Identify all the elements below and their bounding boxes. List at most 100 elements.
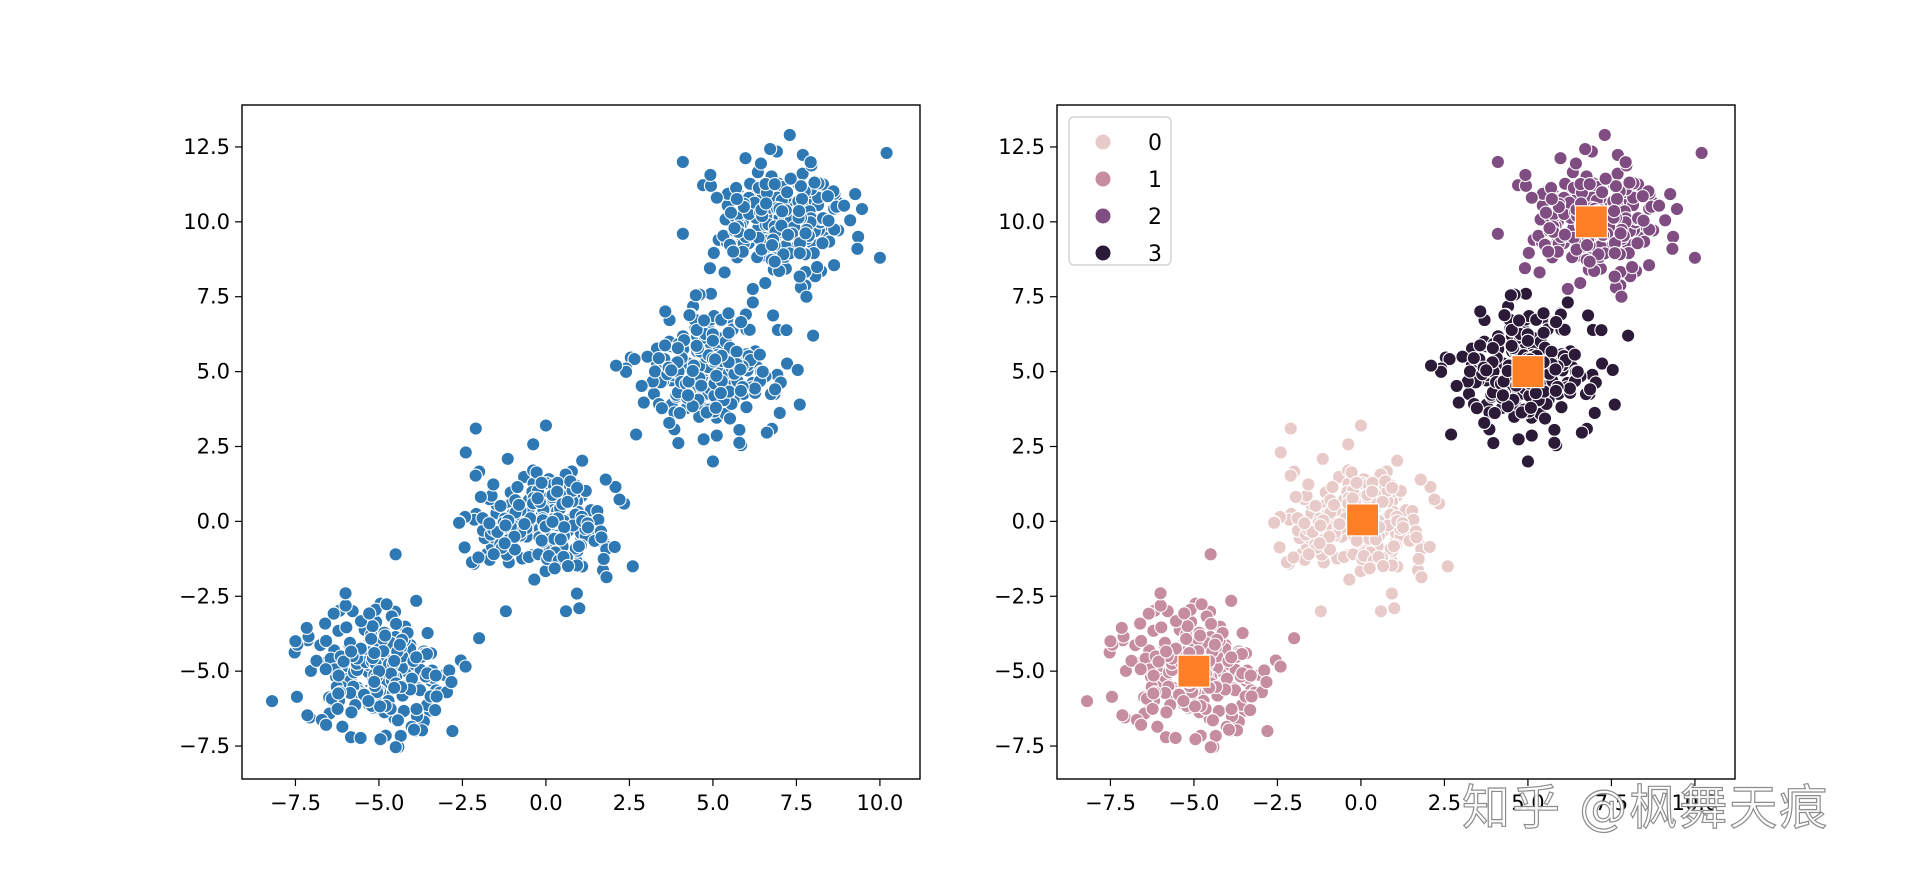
scatter-point (406, 722, 422, 737)
scatter-point (510, 479, 525, 495)
scatter-point-series-1 (1133, 662, 1148, 677)
scatter-point-series-0 (1325, 479, 1340, 495)
scatter-point-series-2 (1490, 154, 1506, 170)
scatter-point (805, 328, 821, 343)
scatter-point-series-3 (1473, 304, 1488, 319)
scatter-point-series-2 (1669, 201, 1685, 217)
scatter-point-series-3 (1547, 435, 1562, 450)
y-tick-label: 2.5 (197, 434, 230, 458)
scatter-point (717, 265, 732, 280)
x-tick-label: 10.0 (1672, 791, 1719, 815)
scatter-point-series-3 (1574, 425, 1590, 440)
scatter-point (628, 427, 644, 442)
scatter-point-series-3 (1504, 338, 1519, 353)
y-tick-label: 10.0 (183, 210, 230, 234)
scatter-point (662, 415, 677, 431)
scatter-point-series-2 (1568, 156, 1584, 171)
y-tick-label: 7.5 (1012, 285, 1045, 309)
scatter-point (390, 713, 406, 728)
scatter-point-series-3 (1537, 411, 1553, 426)
scatter-point-series-1 (1235, 625, 1250, 641)
x-tick-label: 5.0 (1511, 791, 1544, 815)
scatter-point-series-1 (1133, 717, 1149, 732)
scatter-point-series-0 (1345, 491, 1360, 506)
scatter-point (264, 693, 280, 709)
scatter-point-series-2 (1618, 155, 1633, 170)
legend-marker (1094, 207, 1112, 225)
scatter-point (343, 644, 359, 659)
legend-label: 1 (1148, 168, 1162, 193)
scatter-point (428, 702, 443, 718)
scatter-point-series-2 (1606, 203, 1622, 219)
scatter-point-series-2 (1607, 245, 1622, 261)
scatter-point (336, 654, 351, 669)
scatter-point-series-3 (1567, 347, 1582, 362)
scatter-point (790, 362, 805, 378)
x-tick-label: −7.5 (1085, 791, 1136, 815)
scatter-point (318, 717, 334, 732)
x-tick-label: −5.0 (1168, 791, 1219, 815)
scatter-point (689, 322, 704, 338)
scatter-point (473, 489, 488, 505)
scatter-point-series-1 (1133, 633, 1149, 649)
x-tick-label: −7.5 (270, 791, 321, 815)
scatter-point (762, 141, 778, 157)
scatter-point (517, 516, 532, 532)
scatter-point (367, 674, 382, 689)
scatter-point-series-1 (1224, 701, 1239, 717)
scatter-point (377, 628, 393, 643)
scatter-point (726, 244, 741, 259)
scatter-point-series-2 (1538, 205, 1554, 220)
scatter-point (442, 663, 457, 678)
scatter-point-series-1 (1154, 620, 1169, 635)
x-tick-label: −2.5 (1252, 791, 1303, 815)
scatter-point-series-1 (1178, 631, 1194, 647)
scatter-point-series-2 (1544, 191, 1560, 207)
scatter-point (696, 432, 711, 447)
scatter-point-series-1 (1159, 705, 1174, 720)
scatter-point-series-3 (1472, 338, 1488, 353)
legend-marker (1094, 133, 1112, 151)
scatter-point (694, 378, 709, 393)
scatter-point (733, 362, 748, 377)
axes-frame (1056, 104, 1736, 780)
x-tick-label: 0.0 (529, 791, 562, 815)
scatter-point-series-0 (1384, 480, 1400, 495)
scatter-point (764, 237, 780, 253)
scatter-point-series-1 (1259, 674, 1274, 690)
scatter-point (445, 723, 460, 739)
scatter-point-series-1 (1188, 732, 1203, 747)
scatter-point (326, 606, 341, 621)
scatter-point-series-0 (1308, 498, 1323, 514)
scatter-point-series-0 (1286, 550, 1301, 565)
scatter-point (547, 561, 562, 576)
legend-box (1068, 116, 1172, 266)
scatter-point (738, 151, 753, 166)
scatter-point-series-0 (1273, 445, 1288, 460)
scatter-point (598, 472, 613, 487)
scatter-point-series-3 (1442, 351, 1457, 367)
scatter-point-series-3 (1423, 358, 1439, 373)
scatter-point (793, 178, 809, 194)
scatter-point (608, 479, 623, 495)
scatter-point (560, 558, 576, 574)
scatter-point (388, 547, 403, 562)
scatter-point-series-2 (1658, 213, 1673, 228)
scatter-point-series-2 (1641, 258, 1657, 273)
scatter-point-series-3 (1511, 313, 1527, 328)
y-tick-label: 0.0 (1012, 509, 1045, 533)
scatter-point-series-1 (1158, 644, 1174, 659)
scatter-point-series-0 (1297, 516, 1312, 531)
scatter-point (534, 533, 549, 548)
scatter-point (732, 435, 747, 450)
scatter-point-series-2 (1607, 269, 1622, 284)
scatter-point (850, 229, 866, 244)
scatter-point (729, 191, 745, 207)
scatter-point-series-0 (1384, 586, 1400, 601)
scatter-point (388, 616, 404, 632)
scatter-point (530, 491, 545, 506)
scatter-point-series-0 (1283, 421, 1298, 436)
scatter-point-series-2 (1665, 229, 1681, 244)
scatter-point-series-3 (1477, 415, 1492, 431)
y-tick-label: 2.5 (1012, 434, 1045, 458)
